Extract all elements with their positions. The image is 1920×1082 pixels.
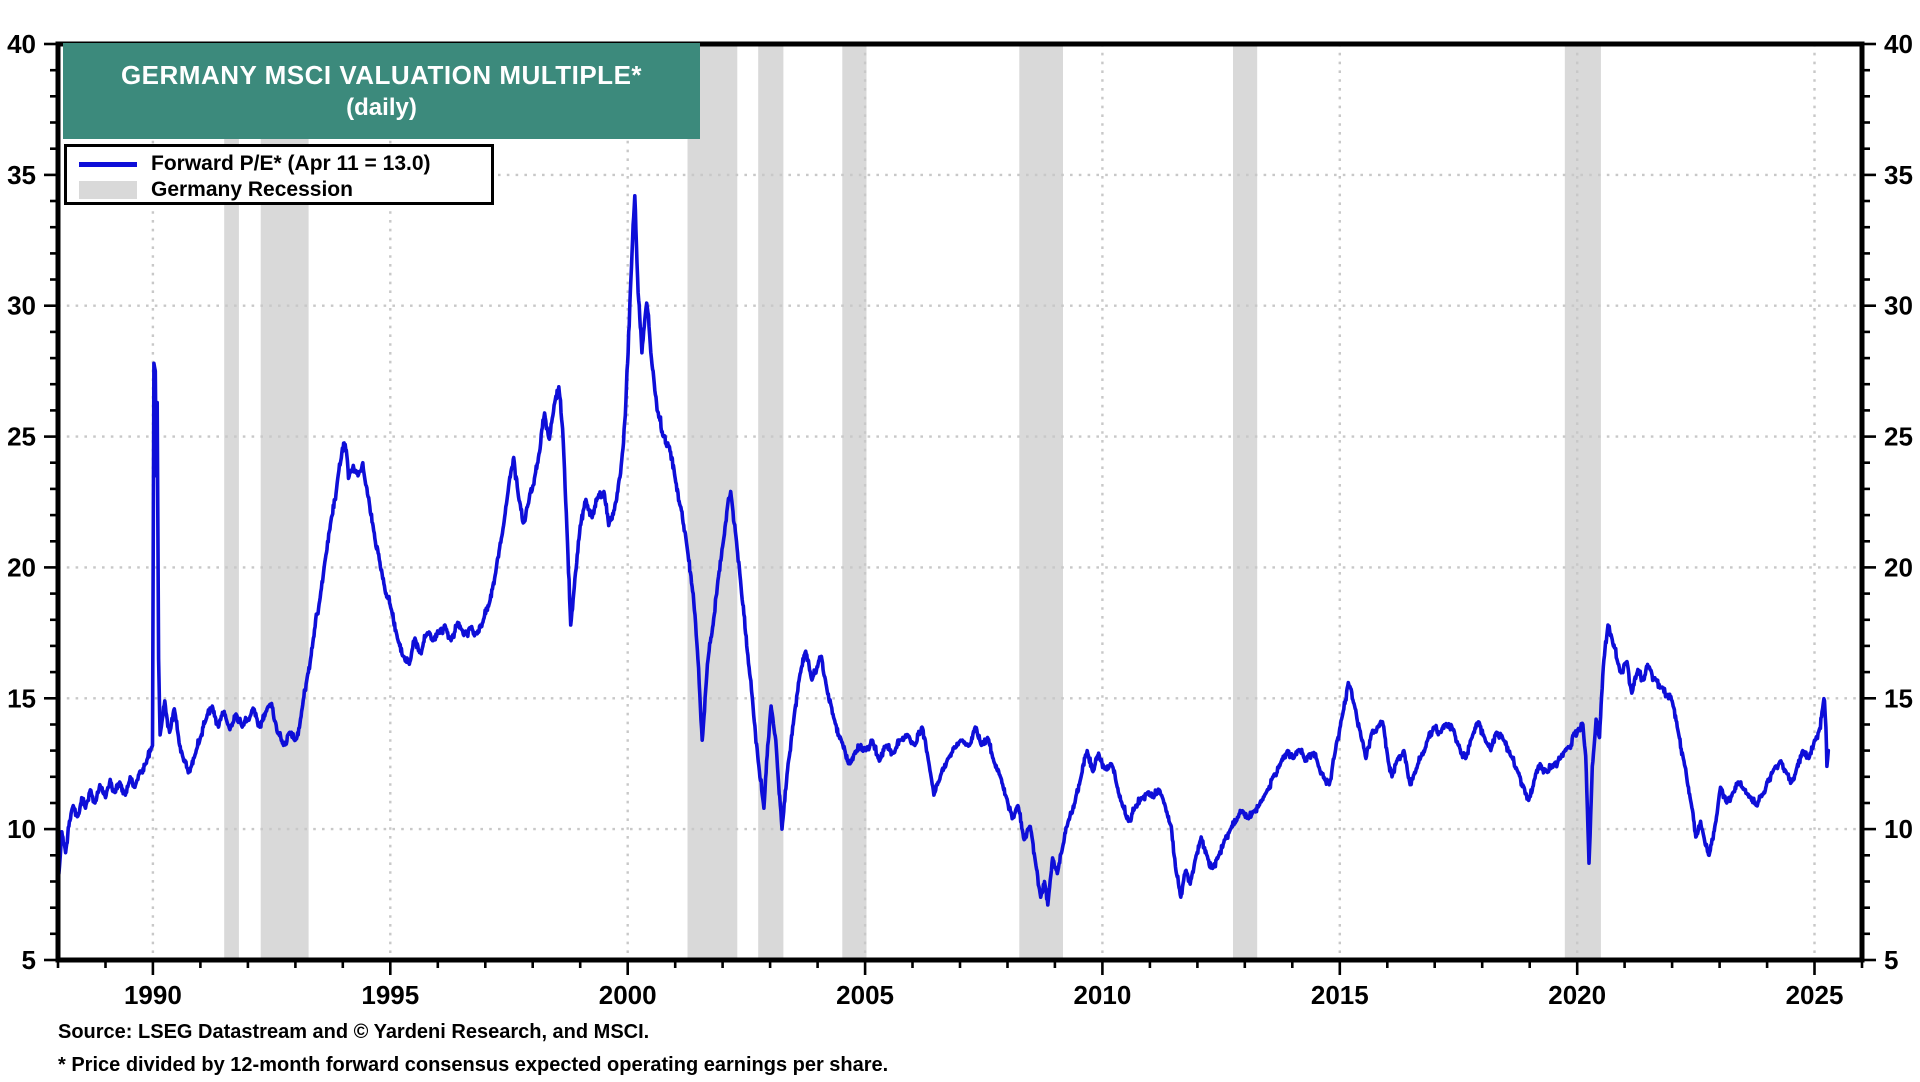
legend: Forward P/E* (Apr 11 = 13.0) Germany Rec… [64, 144, 494, 205]
recession-band [224, 44, 239, 960]
x-tick-label: 2000 [599, 980, 657, 1010]
y-tick-label-left: 25 [7, 422, 36, 452]
y-tick-label-right: 15 [1884, 683, 1913, 713]
forward-pe-line [57, 194, 1831, 907]
recession-band [758, 44, 784, 960]
legend-item-label: Germany Recession [151, 178, 353, 201]
legend-recession-swatch [79, 181, 137, 199]
footnote: * Price divided by 12-month forward cons… [58, 1054, 889, 1076]
y-tick-label-left: 30 [7, 291, 36, 321]
y-tick-label-left: 40 [7, 29, 36, 59]
x-tick-label: 2025 [1786, 980, 1844, 1010]
y-tick-label-left: 20 [7, 552, 36, 582]
chart-title: GERMANY MSCI VALUATION MULTIPLE* [120, 60, 643, 91]
x-tick-label: 2015 [1311, 980, 1369, 1010]
legend-item-forward-pe: Forward P/E* (Apr 11 = 13.0) [79, 151, 491, 177]
x-tick-label: 2010 [1073, 980, 1131, 1010]
y-tick-label-right: 25 [1884, 422, 1913, 452]
x-tick-label: 2020 [1548, 980, 1606, 1010]
source-note: Source: LSEG Datastream and © Yardeni Re… [58, 1021, 650, 1043]
recession-band [1564, 44, 1601, 960]
y-tick-label-right: 5 [1884, 945, 1898, 975]
recession-band [1019, 44, 1063, 960]
recession-band [842, 44, 867, 960]
y-tick-label-right: 30 [1884, 291, 1913, 321]
y-tick-label-left: 35 [7, 160, 36, 190]
recession-band [1233, 44, 1258, 960]
y-tick-label-right: 20 [1884, 552, 1913, 582]
y-tick-label-left: 5 [22, 945, 36, 975]
x-tick-label: 2005 [836, 980, 894, 1010]
legend-item-recession: Germany Recession [79, 177, 491, 203]
chart-footer: Source: LSEG Datastream and © Yardeni Re… [58, 1016, 888, 1082]
y-tick-label-right: 10 [1884, 814, 1913, 844]
x-tick-label: 1995 [361, 980, 419, 1010]
legend-item-label: Forward P/E* (Apr 11 = 13.0) [151, 152, 431, 175]
y-tick-label-right: 40 [1884, 29, 1913, 59]
chart-subtitle: (daily) [346, 93, 417, 121]
chart-title-banner: GERMANY MSCI VALUATION MULTIPLE* (daily) [63, 43, 700, 139]
y-tick-label-left: 15 [7, 683, 36, 713]
y-tick-label-left: 10 [7, 814, 36, 844]
y-tick-label-right: 35 [1884, 160, 1913, 190]
x-tick-label: 1990 [124, 980, 182, 1010]
legend-line-swatch [79, 161, 137, 167]
